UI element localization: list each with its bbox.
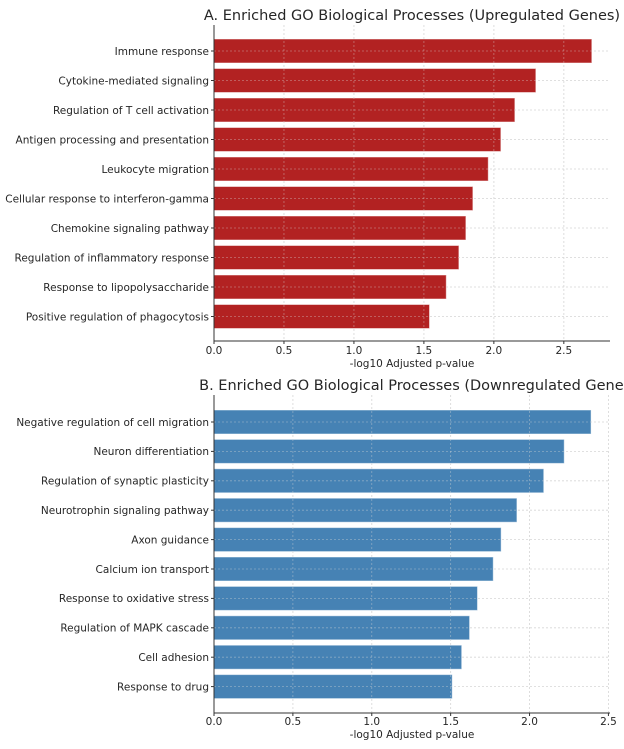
category-label: Calcium ion transport [96, 564, 209, 576]
chart-title: A. Enriched GO Biological Processes (Upr… [204, 8, 620, 24]
bar [213, 127, 502, 152]
category-label: Negative regulation of cell migration [16, 417, 209, 429]
category-label: Leukocyte migration [102, 164, 210, 176]
x-tick-label: 0.0 [206, 345, 223, 357]
bar [213, 615, 471, 641]
category-label: Response to oxidative stress [59, 593, 209, 605]
category-label: Chemokine signaling pathway [51, 223, 209, 235]
chart-downregulated: Negative regulation of cell migration Neu… [16, 378, 624, 741]
x-tick-label: 0.0 [206, 716, 223, 728]
category-label: Regulation of inflammatory response [15, 252, 209, 264]
bar [213, 585, 478, 611]
bar [213, 409, 592, 435]
category-label: Axon guidance [131, 534, 209, 546]
bar [213, 497, 518, 523]
x-tick-label: 2.5 [555, 345, 572, 357]
category-label: Regulation of T cell activation [53, 105, 209, 117]
bar [213, 674, 453, 700]
category-label: Regulation of MAPK cascade [60, 623, 209, 635]
bar [213, 468, 545, 494]
category-label: Neuron differentiation [93, 446, 209, 458]
chart-title: B. Enriched GO Biological Processes (Dow… [199, 378, 624, 394]
bar [213, 215, 467, 241]
x-tick-label: 1.5 [442, 716, 459, 728]
category-label: Response to lipopolysaccharide [43, 282, 209, 294]
bar [213, 156, 489, 182]
bar [213, 644, 463, 670]
category-label: Regulation of synaptic plasticity [41, 476, 209, 488]
x-tick-label: 2.0 [486, 345, 503, 357]
category-label: Cellular response to interferon-gamma [5, 193, 209, 205]
category-label: Antigen processing and presentation [16, 134, 209, 146]
category-label: Immune response [115, 46, 209, 58]
x-tick-label: 1.5 [416, 345, 433, 357]
category-label: Cytokine-mediated signaling [58, 75, 209, 87]
category-label: Neurotrophin signaling pathway [41, 505, 209, 517]
bar [213, 527, 502, 553]
bar [213, 304, 430, 329]
bar [213, 97, 516, 123]
category-label: Cell adhesion [138, 652, 209, 664]
x-tick-label: 0.5 [285, 716, 302, 728]
x-axis-label: -log10 Adjusted p-value [350, 358, 475, 370]
x-tick-label: 1.0 [346, 345, 363, 357]
bar [213, 186, 474, 211]
chart-upregulated: Immune response Cytokine-mediated signali… [5, 8, 620, 370]
x-axis-label: -log10 Adjusted p-value [350, 729, 475, 741]
x-tick-label: 1.0 [363, 716, 380, 728]
x-tick-label: 2.5 [600, 716, 617, 728]
x-tick-label: 2.0 [521, 716, 538, 728]
x-tick-label: 0.5 [276, 345, 293, 357]
bar [213, 245, 460, 270]
bar [213, 556, 494, 582]
bar [213, 68, 537, 93]
category-label: Response to drug [117, 681, 209, 693]
category-label: Positive regulation of phagocytosis [26, 311, 209, 323]
